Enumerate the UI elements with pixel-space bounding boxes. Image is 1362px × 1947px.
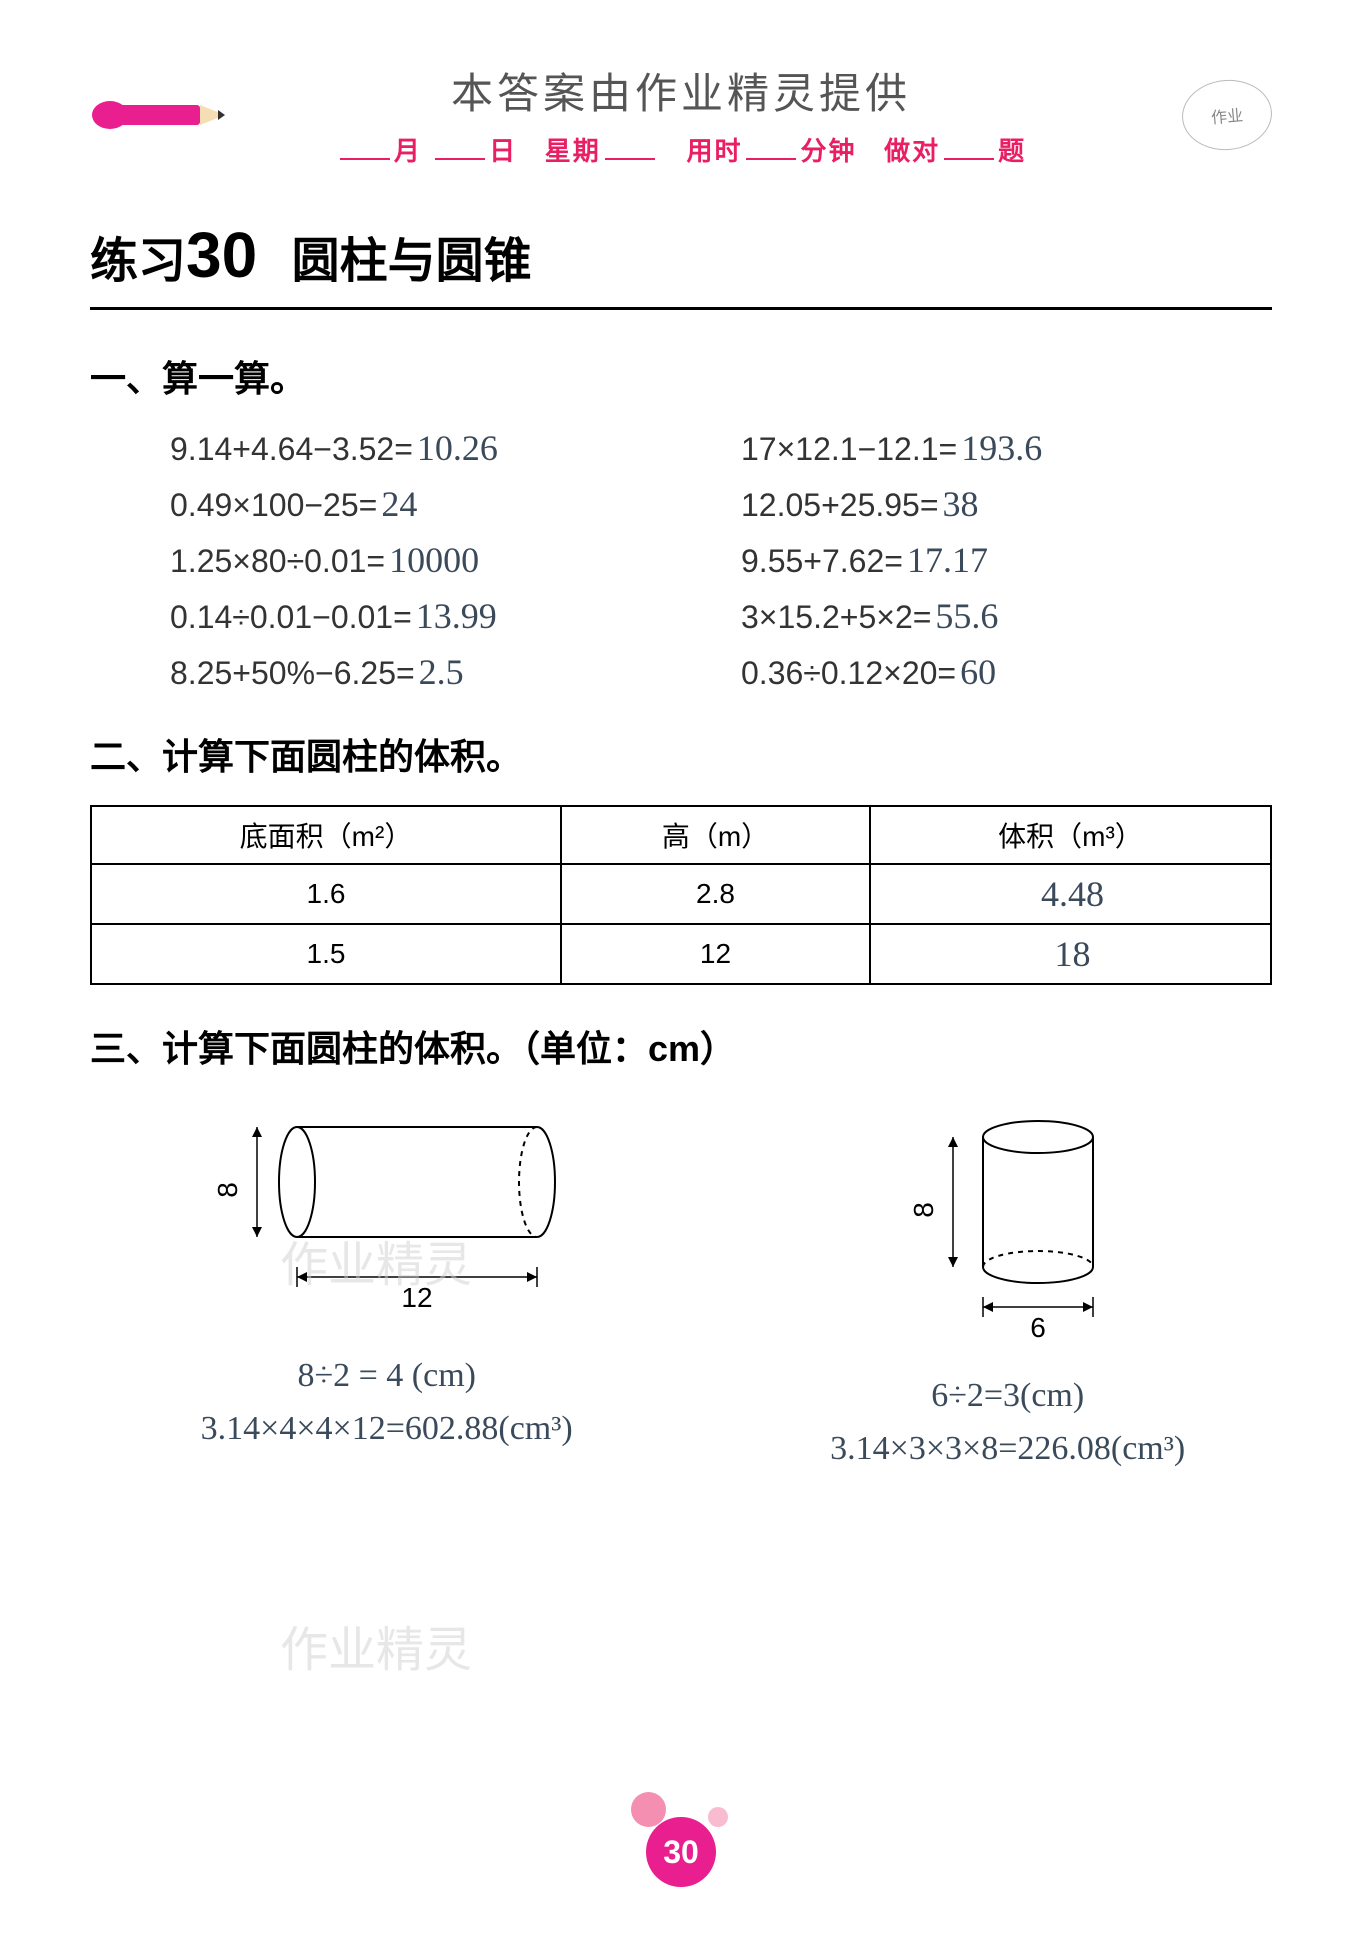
- answer: 13.99: [416, 595, 497, 637]
- answer: 17.17: [907, 539, 988, 581]
- calc-item: 9.14+4.64−3.52=10.26: [170, 427, 701, 469]
- volume-table: 底面积（m²） 高（m） 体积（m³） 1.6 2.8 4.48 1.5 12 …: [90, 805, 1272, 985]
- calc-item: 0.49×100−25=24: [170, 483, 701, 525]
- expr: 12.05+25.95=: [741, 487, 939, 524]
- calc-item: 1.25×80÷0.01=10000: [170, 539, 701, 581]
- expr: 0.49×100−25=: [170, 487, 377, 524]
- diagrams-row: 8 12 8÷2 = 4 (cm) 3.14×4×4×12=602.88(cm³…: [90, 1102, 1272, 1468]
- svg-text:8: 8: [212, 1182, 243, 1198]
- answer: 10.26: [417, 427, 498, 469]
- minutes-label: 分钟: [800, 136, 856, 166]
- col-base: 底面积（m²）: [91, 806, 561, 864]
- col-volume: 体积（m³）: [870, 806, 1271, 864]
- expr: 0.14÷0.01−0.01=: [170, 599, 412, 636]
- watermark-title: 本答案由作业精灵提供: [90, 60, 1272, 121]
- table-row: 1.6 2.8 4.48: [91, 864, 1271, 924]
- watermark-text: 作业精灵: [280, 1610, 472, 1680]
- section1-header: 一、算一算。: [90, 350, 1272, 402]
- pencil-icon: [90, 90, 230, 145]
- cylinder1-block: 8 12 8÷2 = 4 (cm) 3.14×4×4×12=602.88(cm³…: [177, 1102, 597, 1468]
- cylinder2-block: 8 6 6÷2=3(cm) 3.14×3×3×8=226.08(cm³): [830, 1102, 1185, 1468]
- answer: 24: [381, 483, 417, 525]
- title-number: 30: [186, 219, 257, 291]
- answer: 4.48: [1041, 874, 1104, 914]
- page-header: 本答案由作业精灵提供 月 日 星期 用时分钟 做对题 作业: [90, 60, 1272, 168]
- table-row: 1.5 12 18: [91, 924, 1271, 984]
- answer: 60: [960, 651, 996, 693]
- answer: 55.6: [935, 595, 998, 637]
- answer: 2.5: [419, 651, 464, 693]
- col-height: 高（m）: [561, 806, 870, 864]
- svg-text:12: 12: [401, 1282, 432, 1313]
- answer: 38: [943, 483, 979, 525]
- date-line: 月 日 星期 用时 分钟 做对 题: [90, 131, 1272, 168]
- expr: 0.36÷0.12×20=: [741, 655, 956, 692]
- cell-volume: 18: [870, 924, 1271, 984]
- expr: 1.25×80÷0.01=: [170, 543, 385, 580]
- calc-item: 0.36÷0.12×20=60: [741, 651, 1272, 693]
- cell-height: 12: [561, 924, 870, 984]
- calc-item: 12.05+25.95=38: [741, 483, 1272, 525]
- page-number-area: 30: [646, 1817, 716, 1887]
- table-header-row: 底面积（m²） 高（m） 体积（m³）: [91, 806, 1271, 864]
- main-title: 练习30 圆柱与圆锥: [90, 218, 1272, 310]
- section2-header: 二、计算下面圆柱的体积。: [90, 728, 1272, 780]
- expr: 17×12.1−12.1=: [741, 431, 957, 468]
- expr: 9.14+4.64−3.52=: [170, 431, 413, 468]
- duration-label: 用时: [686, 136, 742, 166]
- page-number: 30: [663, 1834, 699, 1871]
- work-step: 3.14×4×4×12=602.88(cm³): [201, 1410, 573, 1448]
- weekday-label: 星期: [545, 136, 601, 166]
- answer: 193.6: [961, 427, 1042, 469]
- title-prefix: 练习: [90, 235, 186, 288]
- cell-height: 2.8: [561, 864, 870, 924]
- questions-label: 题: [998, 136, 1026, 166]
- work-step: 3.14×3×3×8=226.08(cm³): [830, 1430, 1185, 1468]
- svg-text:8: 8: [908, 1202, 939, 1218]
- calc-item: 8.25+50%−6.25=2.5: [170, 651, 701, 693]
- work-step: 6÷2=3(cm): [931, 1377, 1084, 1415]
- cylinder-horizontal-icon: 8 12: [177, 1102, 597, 1322]
- cell-volume: 4.48: [870, 864, 1271, 924]
- calc-item: 3×15.2+5×2=55.6: [741, 595, 1272, 637]
- cylinder-vertical-icon: 8 6: [858, 1102, 1158, 1342]
- answer: 18: [1054, 934, 1090, 974]
- expr: 8.25+50%−6.25=: [170, 655, 415, 692]
- expr: 3×15.2+5×2=: [741, 599, 931, 636]
- day-label: 日: [489, 136, 517, 166]
- title-subject: 圆柱与圆锥: [292, 235, 532, 288]
- calc-item: 9.55+7.62=17.17: [741, 539, 1272, 581]
- section3-header: 三、计算下面圆柱的体积。（单位：cm）: [90, 1020, 1272, 1072]
- answer: 10000: [389, 539, 479, 581]
- calc-item: 17×12.1−12.1=193.6: [741, 427, 1272, 469]
- work-step: 8÷2 = 4 (cm): [297, 1357, 476, 1395]
- calc-item: 0.14÷0.01−0.01=13.99: [170, 595, 701, 637]
- page-number-badge: 30: [646, 1817, 716, 1887]
- svg-text:6: 6: [1030, 1312, 1046, 1342]
- month-label: 月: [394, 136, 422, 166]
- calculation-grid: 9.14+4.64−3.52=10.26 17×12.1−12.1=193.6 …: [90, 427, 1272, 693]
- cell-base: 1.6: [91, 864, 561, 924]
- correct-label: 做对: [884, 136, 940, 166]
- expr: 9.55+7.62=: [741, 543, 903, 580]
- cell-base: 1.5: [91, 924, 561, 984]
